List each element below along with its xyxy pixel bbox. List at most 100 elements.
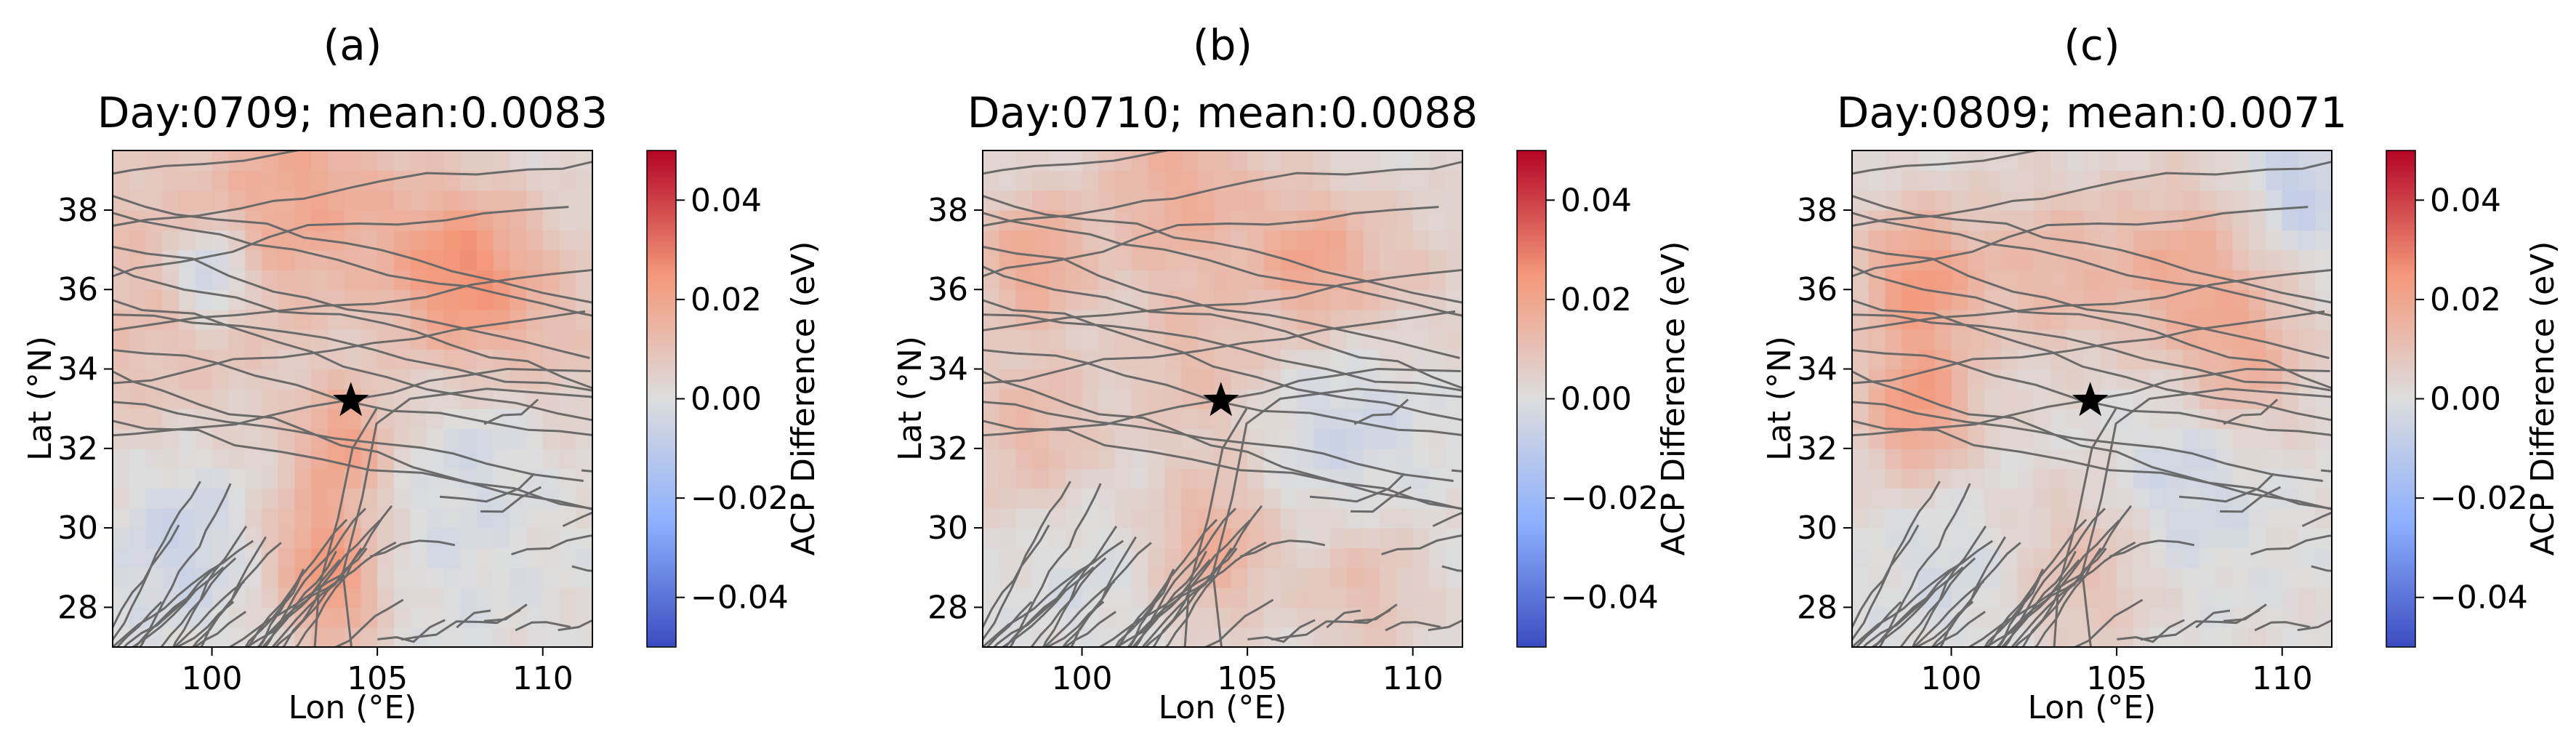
fault-line — [562, 511, 592, 528]
heat-cell — [1329, 309, 1348, 330]
heat-cell — [2017, 528, 2035, 549]
heat-cell — [212, 329, 230, 350]
heat-cell — [1313, 409, 1331, 430]
heat-cell — [1148, 210, 1166, 231]
y-tick-label: 32 — [57, 430, 98, 467]
heat-cell — [311, 269, 329, 290]
heat-cell — [1181, 269, 1199, 290]
heat-cell — [1015, 309, 1034, 330]
heat-cell — [1412, 507, 1430, 529]
heat-cell — [1984, 369, 2002, 390]
heat-cell — [1181, 249, 1199, 270]
heat-cell — [2034, 230, 2051, 251]
heat-cell — [113, 150, 130, 172]
heat-cell — [2298, 507, 2317, 529]
heat-cell — [1164, 388, 1182, 409]
heat-cell — [2017, 329, 2035, 350]
heat-cell — [278, 150, 296, 172]
heat-cell — [1346, 587, 1364, 609]
heat-cell — [1918, 409, 1936, 430]
heat-cell — [2249, 309, 2266, 330]
heat-cell — [1197, 150, 1215, 172]
heat-cell — [542, 190, 560, 211]
heat-cell — [526, 547, 544, 569]
heat-cell — [1247, 488, 1265, 509]
heat-cell — [1868, 170, 1886, 191]
heat-cell — [2249, 190, 2266, 211]
heat-cell — [1901, 289, 1919, 310]
heat-cell — [1065, 448, 1083, 469]
heat-cell — [361, 190, 378, 211]
heat-cell — [983, 468, 1000, 489]
heat-cell — [1951, 289, 1969, 310]
heat-cell — [1247, 150, 1265, 172]
heat-cell — [1015, 567, 1034, 588]
heat-cell — [1885, 309, 1903, 330]
heat-cell — [2117, 627, 2134, 647]
heat-cell — [1396, 409, 1414, 430]
heat-cell — [393, 388, 411, 409]
fault-line — [1432, 511, 1462, 528]
heat-cell — [1901, 547, 1919, 569]
heat-cell — [1885, 428, 1903, 449]
heat-cell — [261, 468, 279, 489]
heat-cell — [1396, 269, 1414, 290]
heat-cell — [2000, 488, 2018, 509]
heat-cell — [1115, 269, 1132, 290]
heat-cell — [999, 249, 1017, 270]
heat-cell — [1164, 230, 1182, 251]
heat-cell — [2017, 468, 2035, 489]
heat-cell — [2282, 547, 2300, 569]
heat-cell — [1098, 488, 1116, 509]
heat-cell — [510, 190, 527, 211]
heat-cell — [983, 289, 1000, 310]
fault-line — [1852, 194, 2332, 304]
heat-cell — [1032, 428, 1050, 449]
heat-cell — [1446, 329, 1462, 350]
heat-cell — [1951, 369, 1969, 390]
heat-cell — [311, 170, 329, 191]
heat-cell — [1065, 369, 1083, 390]
heat-cell — [2100, 249, 2117, 270]
plot-frame — [112, 150, 593, 648]
heat-cell — [311, 507, 329, 529]
heat-cell — [1247, 369, 1265, 390]
heat-cell — [2034, 448, 2051, 469]
heat-cell — [2034, 388, 2051, 409]
heat-cell — [427, 587, 444, 609]
fault-line — [2117, 619, 2185, 643]
heat-cell — [195, 547, 213, 569]
heat-cell — [162, 170, 180, 191]
heat-cell — [1181, 210, 1199, 231]
heat-cell — [1918, 507, 1936, 529]
heat-cell — [526, 428, 544, 449]
heat-cell — [493, 468, 510, 489]
heat-cell — [559, 388, 577, 409]
heat-cell — [559, 567, 577, 588]
heat-cell — [1868, 289, 1886, 310]
heat-cell — [1032, 170, 1050, 191]
heat-cell — [576, 210, 592, 231]
heat-cell — [1429, 269, 1447, 290]
heat-cell — [377, 507, 395, 529]
heat-cell — [983, 349, 1000, 370]
heat-cell — [2133, 170, 2151, 191]
fault-line — [571, 565, 592, 572]
heat-cell — [2149, 488, 2168, 509]
fault-line — [258, 569, 305, 647]
heat-cell — [1868, 150, 1886, 172]
heat-cell — [510, 230, 527, 251]
heat-cell — [344, 488, 362, 509]
heat-cell — [311, 249, 329, 270]
heat-cell — [344, 150, 362, 172]
heat-cell — [1396, 547, 1414, 569]
heat-cell — [1065, 190, 1083, 211]
heat-cell — [1148, 428, 1166, 449]
heat-cell — [576, 349, 592, 370]
heat-cell — [1885, 409, 1903, 430]
heat-cell — [2083, 428, 2101, 449]
heat-cell — [2183, 567, 2200, 588]
fault-line — [1852, 401, 2323, 482]
fault-line — [401, 609, 521, 641]
heat-cell — [1901, 388, 1919, 409]
